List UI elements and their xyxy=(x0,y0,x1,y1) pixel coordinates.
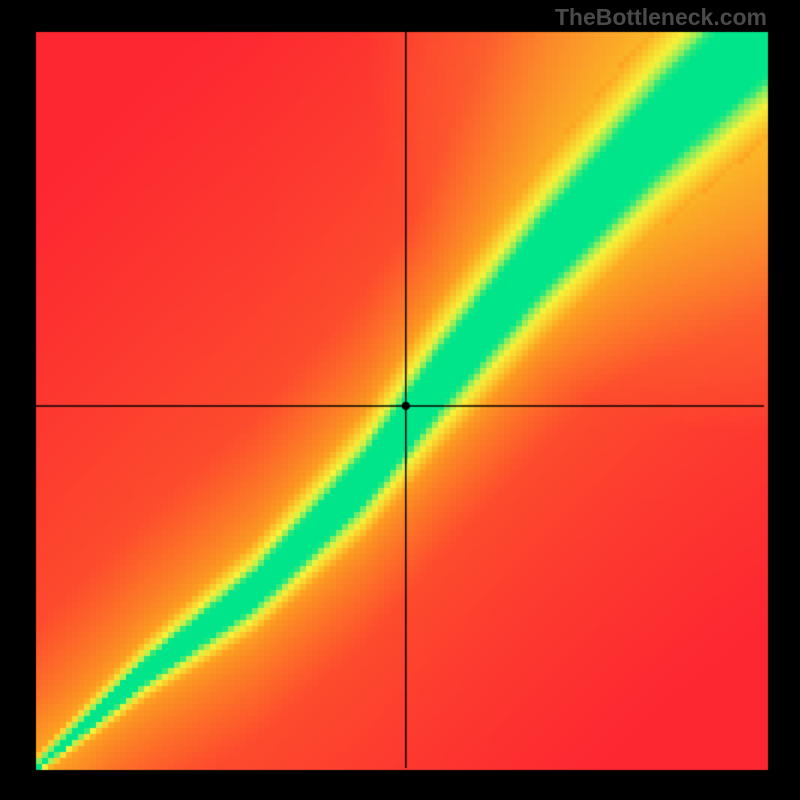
chart-container: TheBottleneck.com xyxy=(0,0,800,800)
watermark-text: TheBottleneck.com xyxy=(555,4,767,31)
bottleneck-heatmap xyxy=(0,0,800,800)
